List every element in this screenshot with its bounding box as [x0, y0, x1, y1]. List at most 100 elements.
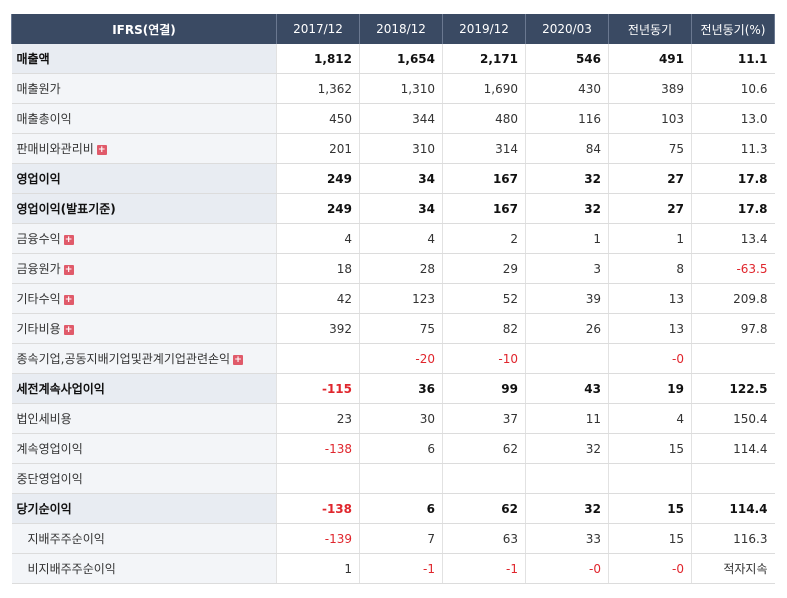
value-cell: [276, 343, 360, 374]
value-cell: [276, 463, 360, 494]
value-cell: 7: [359, 523, 443, 554]
row-label: 영업이익: [16, 172, 61, 186]
value-cell: 201: [276, 133, 360, 164]
value-cell: 15: [608, 523, 692, 554]
table-row: 중단영업이익: [11, 463, 775, 494]
value-cell: 122.5: [691, 373, 775, 404]
row-label: 계속영업이익: [16, 442, 83, 456]
value-cell: 1: [608, 223, 692, 254]
row-label-cell: 당기순이익: [11, 493, 277, 524]
value-cell: 23: [276, 403, 360, 434]
value-cell: 2: [442, 223, 526, 254]
value-cell: -1: [442, 553, 526, 584]
value-cell: 75: [359, 313, 443, 344]
row-label: 매출액: [16, 52, 50, 66]
value-cell: 1: [525, 223, 609, 254]
expand-plus-icon[interactable]: +: [63, 324, 74, 335]
row-label-cell: 세전계속사업이익: [11, 373, 277, 404]
table-row: 법인세비용 23 30 37 11 4 150.4: [11, 403, 775, 434]
value-cell: 1,690: [442, 73, 526, 104]
header-period-1: 2017/12: [276, 14, 360, 44]
value-cell: -138: [276, 433, 360, 464]
value-cell: [525, 463, 609, 494]
value-cell: 36: [359, 373, 443, 404]
value-cell: 4: [359, 223, 443, 254]
value-cell: 15: [608, 493, 692, 524]
value-cell: 114.4: [691, 493, 775, 524]
row-label-cell: 금융수익 +: [11, 223, 277, 254]
value-cell: 34: [359, 163, 443, 194]
value-cell: 1,362: [276, 73, 360, 104]
header-period-3: 2019/12: [442, 14, 526, 44]
value-cell: -0: [608, 553, 692, 584]
value-cell: 8: [608, 253, 692, 284]
value-cell: 99: [442, 373, 526, 404]
value-cell: 62: [442, 433, 526, 464]
value-cell: 63: [442, 523, 526, 554]
expand-plus-icon[interactable]: +: [63, 294, 74, 305]
value-cell: 167: [442, 193, 526, 224]
value-cell: 6: [359, 493, 443, 524]
row-label-cell: 계속영업이익: [11, 433, 277, 464]
value-cell: [442, 463, 526, 494]
value-cell: -0: [525, 553, 609, 584]
value-cell: -1: [359, 553, 443, 584]
expand-plus-icon[interactable]: +: [63, 264, 74, 275]
value-cell: 392: [276, 313, 360, 344]
expand-plus-icon[interactable]: +: [233, 354, 244, 365]
header-row: IFRS(연결) 2017/12 2018/12 2019/12 2020/03 전년동기…: [11, 14, 775, 44]
value-cell: 167: [442, 163, 526, 194]
value-cell: 344: [359, 103, 443, 134]
header-period-4: 2020/03: [525, 14, 609, 44]
header-label-column: IFRS(연결): [11, 14, 277, 44]
table-row: 계속영업이익 -138 6 62 32 15 114.4: [11, 433, 775, 464]
table-row: 매출액 1,812 1,654 2,171 546 491 11.1: [11, 44, 775, 74]
row-label: 기타수익: [16, 292, 61, 306]
value-cell: -115: [276, 373, 360, 404]
value-cell: 32: [525, 493, 609, 524]
row-label: 매출총이익: [16, 112, 72, 126]
row-label: 금융원가: [16, 262, 61, 276]
table-row: 영업이익(발표기준) 249 34 167 32 27 17.8: [11, 193, 775, 224]
row-label-cell: 종속기업,공동지배기업및관계기업관련손익 +: [11, 343, 277, 374]
value-cell: 1,310: [359, 73, 443, 104]
expand-plus-icon[interactable]: +: [63, 234, 74, 245]
table-row: 지배주주순이익 -139 7 63 33 15 116.3: [11, 523, 775, 554]
value-cell: 310: [359, 133, 443, 164]
table-row: 영업이익 249 34 167 32 27 17.8: [11, 163, 775, 194]
row-label: 당기순이익: [16, 502, 72, 516]
value-cell: 29: [442, 253, 526, 284]
value-cell: 11.3: [691, 133, 775, 164]
value-cell: 82: [442, 313, 526, 344]
value-cell: 450: [276, 103, 360, 134]
value-cell: -139: [276, 523, 360, 554]
expand-plus-icon[interactable]: +: [96, 144, 107, 155]
row-label-cell: 매출액: [11, 44, 277, 74]
value-cell: 75: [608, 133, 692, 164]
row-label-cell: 매출원가: [11, 73, 277, 104]
value-cell: [525, 343, 609, 374]
value-cell: 430: [525, 73, 609, 104]
table-row: 금융원가 +18 28 29 3 8 -63.5: [11, 253, 775, 284]
value-cell: 42: [276, 283, 360, 314]
row-label-cell: 금융원가 +: [11, 253, 277, 284]
value-cell: 4: [276, 223, 360, 254]
value-cell: 1,654: [359, 44, 443, 74]
value-cell: 123: [359, 283, 443, 314]
row-label-cell: 영업이익: [11, 163, 277, 194]
value-cell: 15: [608, 433, 692, 464]
table-row: 종속기업,공동지배기업및관계기업관련손익 + -20 -10 -0: [11, 343, 775, 374]
value-cell: 적자지속: [691, 553, 775, 584]
value-cell: 13.0: [691, 103, 775, 134]
value-cell: 33: [525, 523, 609, 554]
row-label-cell: 기타수익 +: [11, 283, 277, 314]
value-cell: 314: [442, 133, 526, 164]
row-label-cell: 영업이익(발표기준): [11, 193, 277, 224]
value-cell: 103: [608, 103, 692, 134]
row-label-cell: 중단영업이익: [11, 463, 277, 494]
value-cell: -20: [359, 343, 443, 374]
row-label: 지배주주순이익: [27, 532, 105, 546]
value-cell: [691, 463, 775, 494]
value-cell: -63.5: [691, 253, 775, 284]
value-cell: 2,171: [442, 44, 526, 74]
